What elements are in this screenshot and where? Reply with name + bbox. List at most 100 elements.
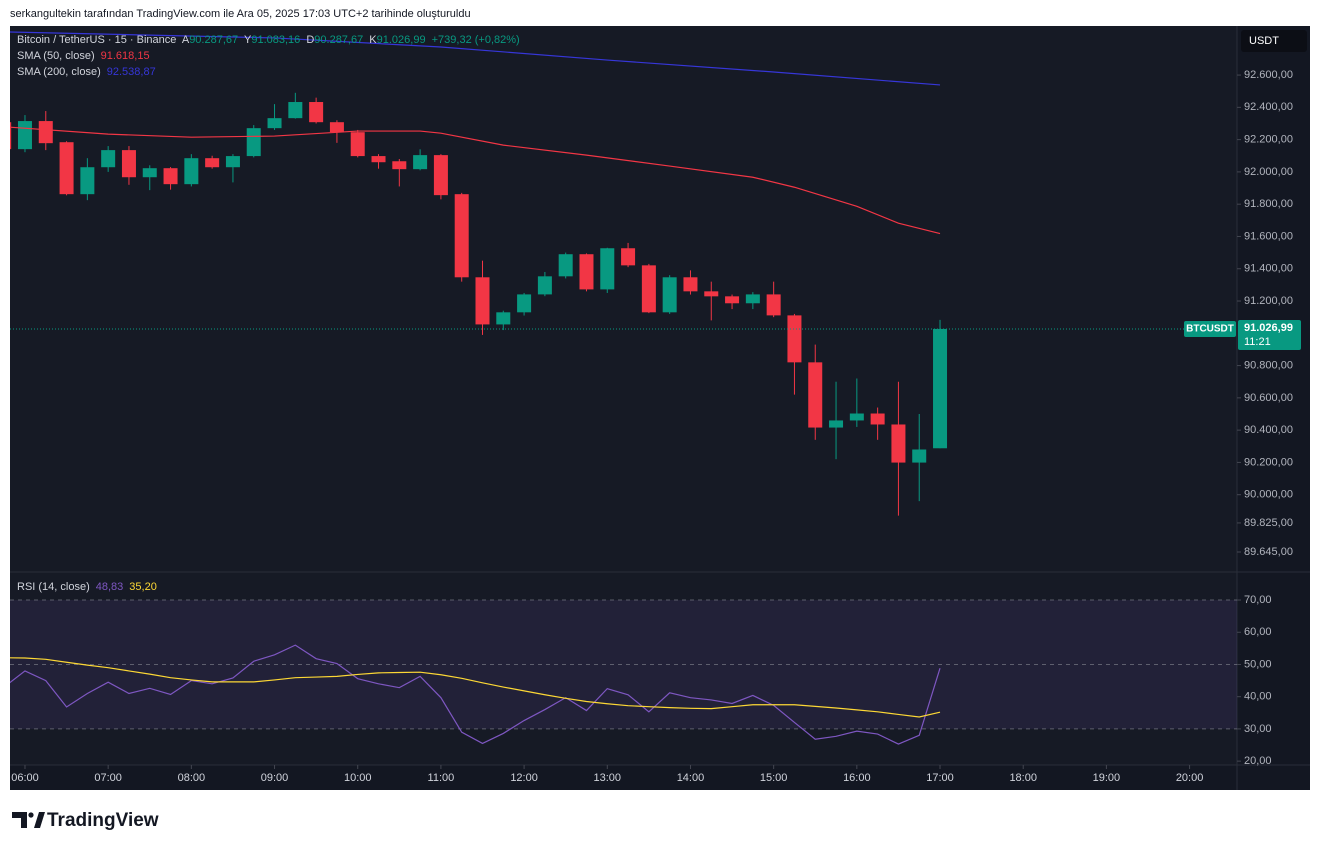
- y-tick-label: 92.400,00: [1244, 101, 1293, 113]
- x-tick-label: 13:00: [594, 772, 622, 784]
- y-tick-label: 40,00: [1244, 691, 1272, 703]
- rsi-value: 48,83: [96, 581, 124, 593]
- open-label: A: [182, 34, 190, 46]
- y-tick-label: 92.600,00: [1244, 69, 1293, 81]
- y-tick-label: 90.800,00: [1244, 359, 1293, 371]
- y-tick-label: 30,00: [1244, 723, 1272, 735]
- candle-body: [558, 254, 573, 277]
- x-tick-label: 14:00: [677, 772, 705, 784]
- candle-body: [142, 168, 157, 178]
- candle-body: [891, 424, 906, 463]
- axes: 92.600,00 92.400,00 92.200,00 92.000,00 91.8…: [11, 69, 1301, 784]
- x-tick-label: 19:00: [1093, 772, 1121, 784]
- candle-body: [38, 121, 53, 144]
- candle-body: [454, 194, 469, 278]
- currency[interactable]: USDT: [1249, 35, 1279, 47]
- x-tick-label: 12:00: [510, 772, 538, 784]
- y-tick-label: 91.800,00: [1244, 198, 1293, 210]
- x-tick-label: 10:00: [344, 772, 372, 784]
- x-tick-label: 18:00: [1009, 772, 1037, 784]
- logo-slash: [34, 812, 45, 828]
- candle-body: [933, 328, 948, 449]
- candle-body: [787, 315, 802, 363]
- symbol-label: BTCUSDT: [1186, 324, 1234, 335]
- legend-entry: SMA (50, close) 91.618,15: [17, 50, 150, 62]
- rsi-legend: RSI (14, close) 48,83 35,20: [17, 581, 157, 593]
- candle-body: [829, 420, 844, 428]
- candle-body: [246, 128, 261, 157]
- change: +739,32 (+0,82%): [432, 34, 520, 46]
- candle-body: [80, 167, 95, 195]
- y-tick-label: 89.825,00: [1244, 517, 1293, 529]
- close-label: K: [369, 34, 377, 46]
- rsi-pane: [10, 572, 1237, 765]
- x-tick-label: 17:00: [926, 772, 954, 784]
- y-tick-label: 50,00: [1244, 658, 1272, 670]
- candle-body: [912, 449, 927, 463]
- open-value: 90.287,67: [189, 34, 238, 46]
- candle-body: [413, 155, 428, 170]
- countdown: 11:21: [1244, 336, 1271, 348]
- candle-body: [10, 122, 12, 150]
- brand: TradingView: [47, 810, 159, 831]
- y-tick-label: 90.000,00: [1244, 489, 1293, 501]
- candle-body: [288, 102, 303, 119]
- x-tick-label: 06:00: [11, 772, 39, 784]
- low-label: D: [306, 34, 314, 46]
- logo: TradingView: [12, 810, 159, 831]
- candle-body: [329, 122, 344, 133]
- candle-body: [849, 413, 864, 421]
- y-tick-label: 92.200,00: [1244, 134, 1293, 146]
- rsi-band: [10, 600, 1237, 729]
- y-tick-label: 91.200,00: [1244, 295, 1293, 307]
- x-tick-label: 11:00: [428, 772, 455, 784]
- main-pane: [10, 26, 1237, 572]
- candle-body: [309, 102, 324, 123]
- candle-body: [662, 277, 677, 313]
- x-tick-label: 09:00: [261, 772, 289, 784]
- symbol: Bitcoin / TetherUS · 15 · Binance: [17, 34, 176, 46]
- candle-body: [496, 312, 511, 325]
- legend-name: SMA (200, close): [17, 66, 101, 78]
- y-tick-label: 70,00: [1244, 594, 1272, 606]
- close-value: 91.026,99: [377, 34, 426, 46]
- legend-entry: SMA (200, close) 92.538,87: [17, 66, 156, 78]
- x-tick-label: 16:00: [843, 772, 871, 784]
- candle-body: [59, 142, 74, 195]
- rsi-line: [10, 657, 941, 718]
- y-tick-label: 20,00: [1244, 755, 1272, 767]
- candle-body: [267, 118, 282, 129]
- candle-body: [725, 296, 740, 304]
- candle-body: [621, 248, 636, 266]
- legend-name: SMA (50, close): [17, 50, 95, 62]
- rsi-value: 35,20: [129, 581, 157, 593]
- y-tick-label: 91.600,00: [1244, 230, 1293, 242]
- x-tick-label: 08:00: [178, 772, 206, 784]
- candle-body: [392, 161, 407, 170]
- candle-body: [17, 121, 32, 150]
- y-tick-label: 89.645,00: [1244, 546, 1293, 558]
- candle-body: [579, 254, 594, 290]
- legend-value: 91.618,15: [101, 50, 150, 62]
- symbol-box: [1184, 320, 1236, 337]
- last-price-label: 91.026,99: [1244, 322, 1293, 334]
- low-value: 90.287,67: [314, 34, 363, 46]
- candle-body: [537, 276, 552, 295]
- candle-body: [225, 156, 240, 168]
- logo-dot: [28, 812, 34, 818]
- candle-body: [641, 265, 656, 313]
- rsi-plot: [10, 599, 1237, 745]
- candle-body: [184, 158, 199, 185]
- high-label: Y: [244, 34, 252, 46]
- candle-body: [808, 362, 823, 428]
- main-plot: [10, 31, 1237, 516]
- sma-line: [10, 31, 941, 86]
- candle-body: [433, 155, 448, 196]
- last-price-box: [1238, 319, 1301, 350]
- sma-line: [10, 126, 941, 235]
- y-tick-label: 92.000,00: [1244, 166, 1293, 178]
- currency-button[interactable]: [1241, 30, 1307, 52]
- candle-body: [163, 168, 178, 185]
